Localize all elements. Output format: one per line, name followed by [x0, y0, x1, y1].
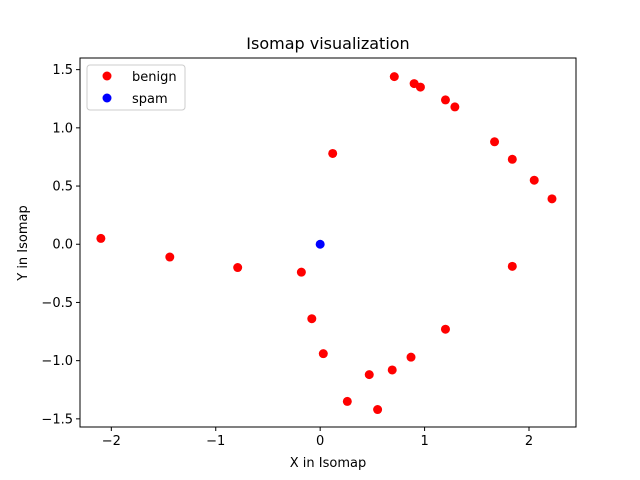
benign-point-2 — [233, 263, 243, 273]
y-tick-label: −1.5 — [41, 412, 73, 427]
y-tick-label: −0.5 — [41, 296, 73, 311]
x-tick-label: 1 — [420, 434, 428, 449]
benign-point-4 — [307, 314, 317, 324]
benign-point-7 — [342, 396, 352, 406]
benign-point-0 — [96, 233, 106, 243]
benign-point-17 — [440, 324, 450, 334]
x-tick-label: 2 — [525, 434, 533, 449]
benign-point-10 — [387, 365, 397, 375]
ticks-layer: −2 −1 0 1 2 −1.5 −1.0 −0.5 0.0 0.5 1.0 1.5 — [41, 63, 533, 449]
benign-point-8 — [364, 370, 374, 380]
benign-point-21 — [529, 175, 539, 185]
x-axis-label: X in Isomap — [290, 456, 366, 471]
benign-point-22 — [547, 194, 557, 204]
y-tick-label: 0.0 — [52, 238, 73, 253]
benign-point-15 — [440, 95, 450, 105]
legend-marker-spam — [102, 93, 112, 103]
y-tick-label: −1.0 — [41, 354, 73, 369]
benign-point-14 — [415, 82, 425, 92]
legend-box — [86, 64, 186, 111]
plot-frame — [79, 57, 577, 428]
y-tick-label: 1.0 — [52, 121, 73, 136]
benign-point-16 — [450, 102, 460, 112]
benign-point-1 — [165, 252, 175, 262]
legend-marker-benign — [102, 71, 112, 81]
y-tick-label: 1.5 — [52, 63, 73, 78]
benign-point-12 — [406, 352, 416, 362]
points-layer — [96, 72, 557, 415]
benign-point-11 — [389, 72, 399, 82]
benign-point-20 — [507, 261, 517, 271]
x-tick-label: −2 — [102, 434, 121, 449]
benign-point-19 — [507, 154, 517, 164]
benign-point-3 — [296, 267, 306, 277]
benign-point-6 — [328, 148, 338, 158]
legend: benign spam — [86, 64, 186, 111]
legend-label-benign: benign — [132, 70, 177, 85]
legend-label-spam: spam — [132, 92, 168, 107]
chart-title: Isomap visualization — [246, 34, 409, 53]
y-tick-label: 0.5 — [52, 180, 73, 195]
benign-point-5 — [318, 349, 328, 359]
y-axis-label: Y in Isomap — [16, 205, 31, 282]
benign-point-9 — [373, 405, 383, 415]
benign-point-18 — [490, 137, 500, 147]
x-tick-label: −1 — [206, 434, 225, 449]
x-tick-label: 0 — [316, 434, 324, 449]
spam-point-0 — [315, 239, 325, 249]
